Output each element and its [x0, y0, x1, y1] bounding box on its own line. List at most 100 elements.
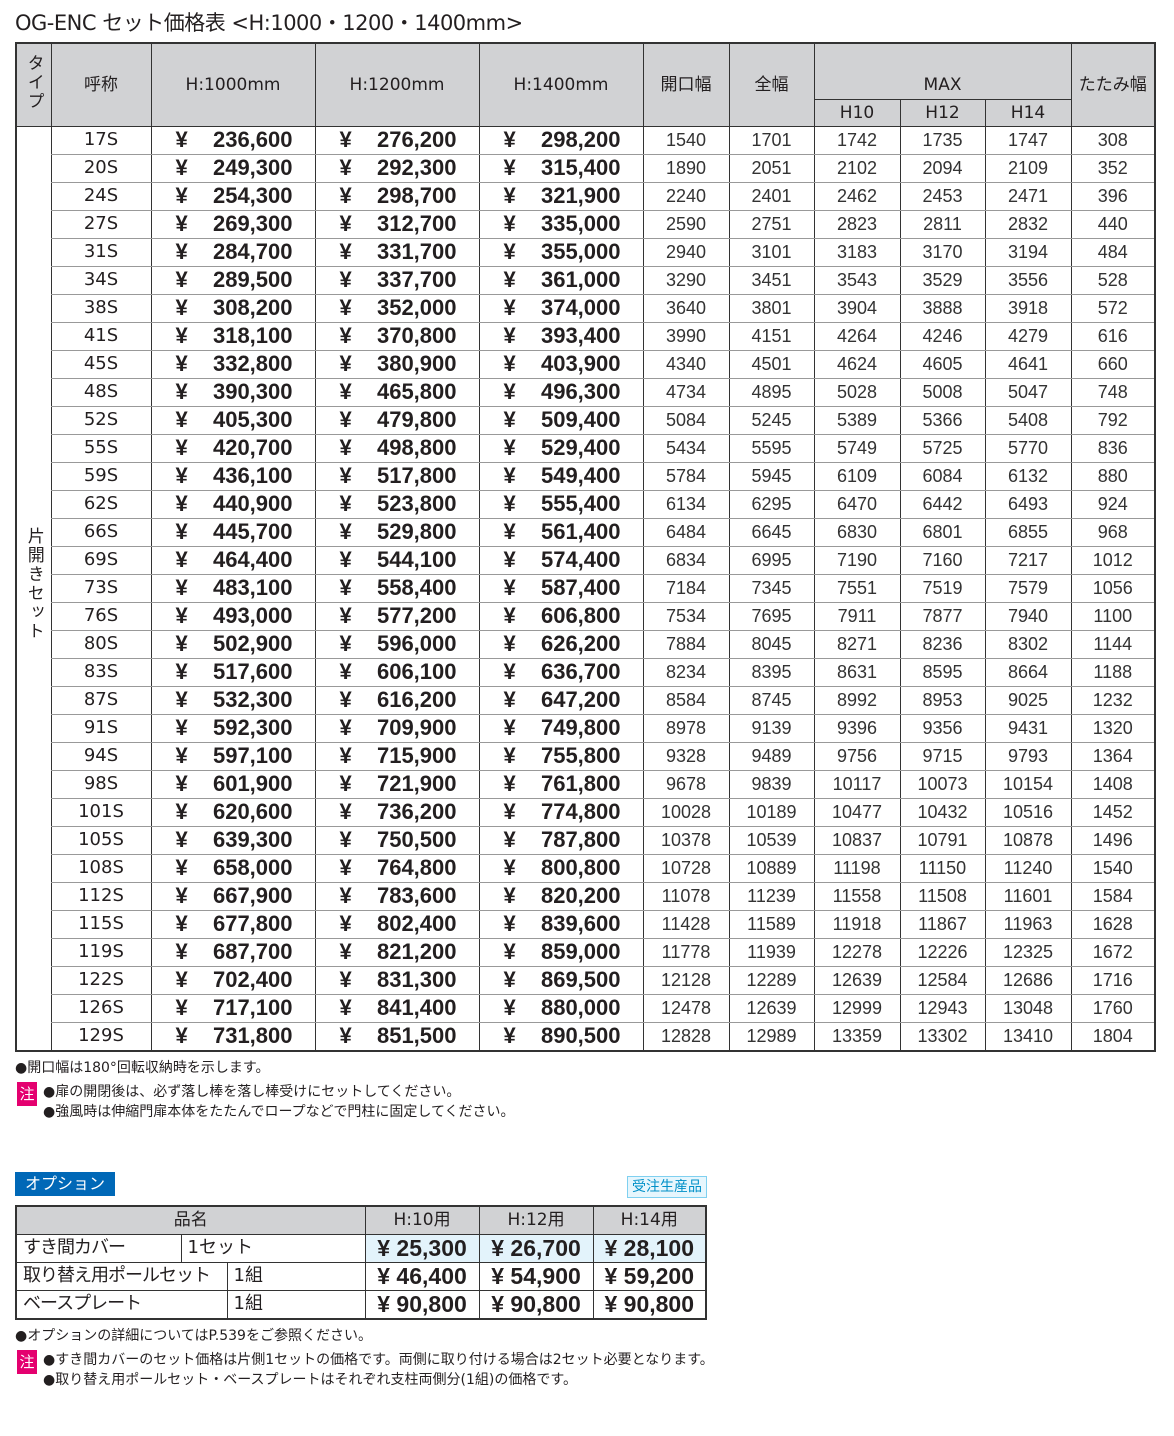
- price-h1400: ¥859,000: [478, 938, 643, 967]
- price-value: 831,300: [376, 967, 457, 992]
- name: 27S: [50, 210, 151, 239]
- opening-width: 10378: [642, 826, 729, 855]
- price-h1000: ¥639,300: [150, 826, 315, 855]
- price-h1400: ¥298,200: [478, 126, 643, 155]
- total-width: 4151: [728, 322, 814, 351]
- yen-sign: ¥: [175, 1022, 188, 1048]
- price-value: 702,400: [212, 967, 293, 992]
- yen-sign: ¥: [175, 602, 188, 628]
- price-value: 318,100: [212, 323, 293, 348]
- header-total: 全幅: [728, 42, 815, 127]
- table-row: 122S ¥702,400 ¥831,300 ¥869,500 12128 12289 12…: [16, 966, 1155, 995]
- max-h12: 2094: [899, 154, 985, 183]
- option-price-h12: ¥ 54,900: [478, 1261, 594, 1291]
- folded-width: 1100: [1070, 602, 1155, 631]
- yen-sign: ¥: [503, 378, 516, 404]
- option-price-h10: ¥ 90,800: [364, 1289, 480, 1319]
- opening-width: 5084: [642, 406, 729, 435]
- price-h1400: ¥647,200: [478, 686, 643, 715]
- yen-sign: ¥: [339, 574, 352, 600]
- yen-sign: ¥: [503, 406, 516, 432]
- name: 87S: [50, 686, 151, 715]
- max-h10: 11918: [813, 910, 900, 939]
- price-value: 616,200: [376, 687, 457, 712]
- yen-sign: ¥: [175, 210, 188, 236]
- max-h10: 8271: [813, 630, 900, 659]
- price-value: 464,400: [212, 547, 293, 572]
- total-width: 5945: [728, 462, 814, 491]
- opening-width: 11778: [642, 938, 729, 967]
- header-name: 呼称: [50, 42, 152, 127]
- price-value: 851,500: [376, 1023, 457, 1048]
- max-h14: 2471: [984, 182, 1072, 211]
- price-value: 636,700: [540, 659, 621, 684]
- folded-width: 1540: [1070, 854, 1155, 883]
- yen-sign: ¥: [339, 238, 352, 264]
- max-h14: 12686: [984, 966, 1072, 995]
- price-h1200: ¥523,800: [314, 490, 479, 519]
- header-opening: 開口幅: [642, 42, 730, 127]
- max-h12: 8236: [899, 630, 985, 659]
- max-h10: 7911: [813, 602, 900, 631]
- price-value: 597,100: [212, 743, 293, 768]
- yen-sign: ¥: [175, 434, 188, 460]
- price-value: 592,300: [212, 715, 293, 740]
- price-h1000: ¥493,000: [150, 602, 315, 631]
- price-value: 715,900: [376, 743, 457, 768]
- page-title: OG-ENC セット価格表 <H:1000・1200・1400mm>: [15, 11, 523, 35]
- price-value: 380,900: [376, 351, 457, 376]
- total-width: 11239: [728, 882, 814, 911]
- opening-width: 6484: [642, 518, 729, 547]
- price-value: 496,300: [540, 379, 621, 404]
- yen-sign: ¥: [503, 602, 516, 628]
- price-h1000: ¥597,100: [150, 742, 315, 771]
- price-value: 269,300: [212, 211, 293, 236]
- table-row: 112S ¥667,900 ¥783,600 ¥820,200 11078 11239 11…: [16, 882, 1155, 911]
- max-h12: 3170: [899, 238, 985, 267]
- table-row: 105S ¥639,300 ¥750,500 ¥787,800 10378 10539 10…: [16, 826, 1155, 855]
- price-value: 677,800: [212, 911, 293, 936]
- name: 115S: [50, 910, 151, 939]
- yen-sign: ¥: [339, 154, 352, 180]
- yen-sign: ¥: [339, 518, 352, 544]
- price-value: 440,900: [212, 491, 293, 516]
- price-h1000: ¥405,300: [150, 406, 315, 435]
- yen-sign: ¥: [175, 882, 188, 908]
- price-h1200: ¥498,800: [314, 434, 479, 463]
- folded-width: 792: [1070, 406, 1155, 435]
- price-h1200: ¥831,300: [314, 966, 479, 995]
- max-h12: 6801: [899, 518, 985, 547]
- price-value: 620,600: [212, 799, 293, 824]
- option-name: ベースプレート: [15, 1289, 228, 1319]
- max-h12: 5008: [899, 378, 985, 407]
- table-row: 24S ¥254,300 ¥298,700 ¥321,900 2240 2401 2462 2…: [16, 182, 1155, 211]
- opening-width: 5784: [642, 462, 729, 491]
- max-h14: 1747: [984, 126, 1072, 155]
- max-h12: 7160: [899, 546, 985, 575]
- option-row: すき間カバー 1セット ¥ 25,300 ¥ 26,700 ¥ 28,100: [15, 1233, 707, 1263]
- folded-width: 1232: [1070, 686, 1155, 715]
- max-h12: 4605: [899, 350, 985, 379]
- caution-notes: 注 ●扉の開閉後は、必ず落し棒を落し棒受けにセットしてください。 ●強風時は伸縮…: [15, 1081, 1156, 1122]
- opening-width: 3990: [642, 322, 729, 351]
- price-h1000: ¥677,800: [150, 910, 315, 939]
- opening-width: 12828: [642, 1022, 729, 1051]
- opening-width: 11428: [642, 910, 729, 939]
- folded-width: 528: [1070, 266, 1155, 295]
- price-value: 403,900: [540, 351, 621, 376]
- yen-sign: ¥: [339, 602, 352, 628]
- max-h12: 3888: [899, 294, 985, 323]
- max-h14: 9431: [984, 714, 1072, 743]
- price-h1200: ¥298,700: [314, 182, 479, 211]
- price-h1400: ¥549,400: [478, 462, 643, 491]
- option-price-h10: ¥ 46,400: [364, 1261, 480, 1291]
- table-row: 27S ¥269,300 ¥312,700 ¥335,000 2590 2751 2823 2…: [16, 210, 1155, 239]
- yen-sign: ¥: [339, 462, 352, 488]
- max-h12: 2811: [899, 210, 985, 239]
- yen-sign: ¥: [175, 126, 188, 152]
- price-value: 374,000: [540, 295, 621, 320]
- yen-sign: ¥: [503, 994, 516, 1020]
- table-row: 83S ¥517,600 ¥606,100 ¥636,700 8234 8395 8631 8…: [16, 658, 1155, 687]
- name: 52S: [50, 406, 151, 435]
- folded-width: 880: [1070, 462, 1155, 491]
